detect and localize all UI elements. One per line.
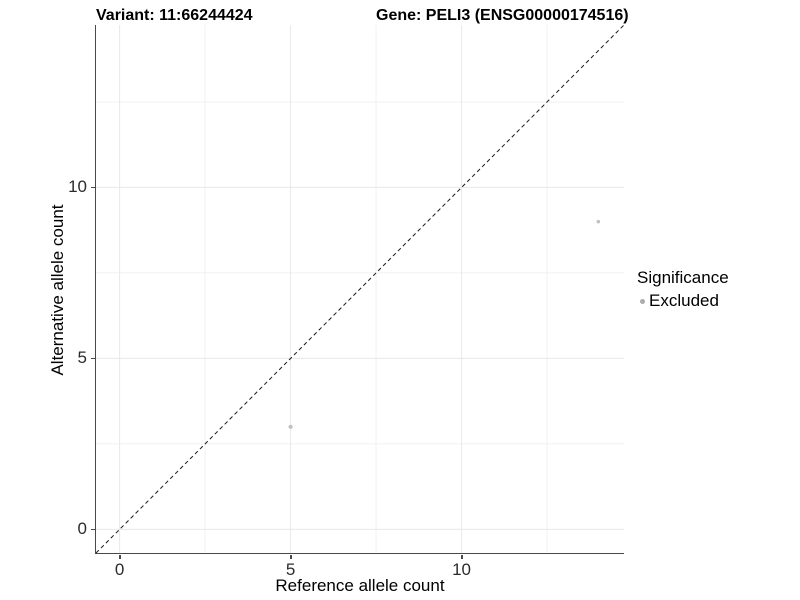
legend: Significance Excluded	[637, 268, 729, 311]
y-tick-label: 0	[77, 519, 87, 539]
plot-panel	[95, 25, 624, 554]
y-tick-mark	[91, 186, 96, 189]
x-axis-label: Reference allele count	[275, 576, 445, 595]
identity-line	[96, 25, 624, 553]
x-tick-label: 0	[114, 560, 125, 579]
x-tick-label: 5	[285, 560, 296, 579]
data-point	[596, 219, 601, 224]
y-tick-mark	[91, 357, 96, 360]
x-tick-mark	[290, 554, 292, 559]
plot-title-gene: Gene: PELI3 (ENSG00000174516)	[376, 7, 629, 24]
data-point	[288, 424, 293, 429]
legend-point-icon	[640, 298, 645, 304]
x-tick-label: 10	[452, 560, 472, 579]
plot-title-variant: Variant: 11:66244424	[96, 7, 253, 24]
x-tick-mark	[119, 554, 121, 559]
y-tick-mark	[91, 528, 96, 531]
legend-title: Significance	[637, 268, 729, 287]
y-tick-label: 10	[68, 177, 87, 197]
plot-area-svg	[96, 25, 624, 553]
y-tick-label: 5	[77, 348, 87, 368]
legend-item-excluded: Excluded	[637, 291, 729, 311]
x-tick-mark	[461, 554, 463, 559]
legend-item-label: Excluded	[649, 291, 719, 310]
